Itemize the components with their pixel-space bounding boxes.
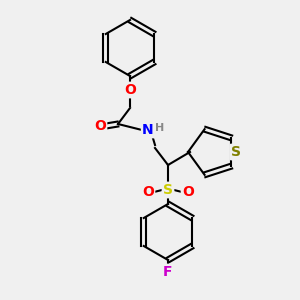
Text: N: N bbox=[142, 123, 154, 137]
Text: O: O bbox=[142, 185, 154, 199]
Text: O: O bbox=[124, 83, 136, 97]
Text: O: O bbox=[182, 185, 194, 199]
Text: O: O bbox=[94, 119, 106, 133]
Text: S: S bbox=[231, 145, 241, 159]
Text: F: F bbox=[163, 265, 173, 279]
Text: S: S bbox=[163, 183, 173, 197]
Text: H: H bbox=[155, 123, 165, 133]
